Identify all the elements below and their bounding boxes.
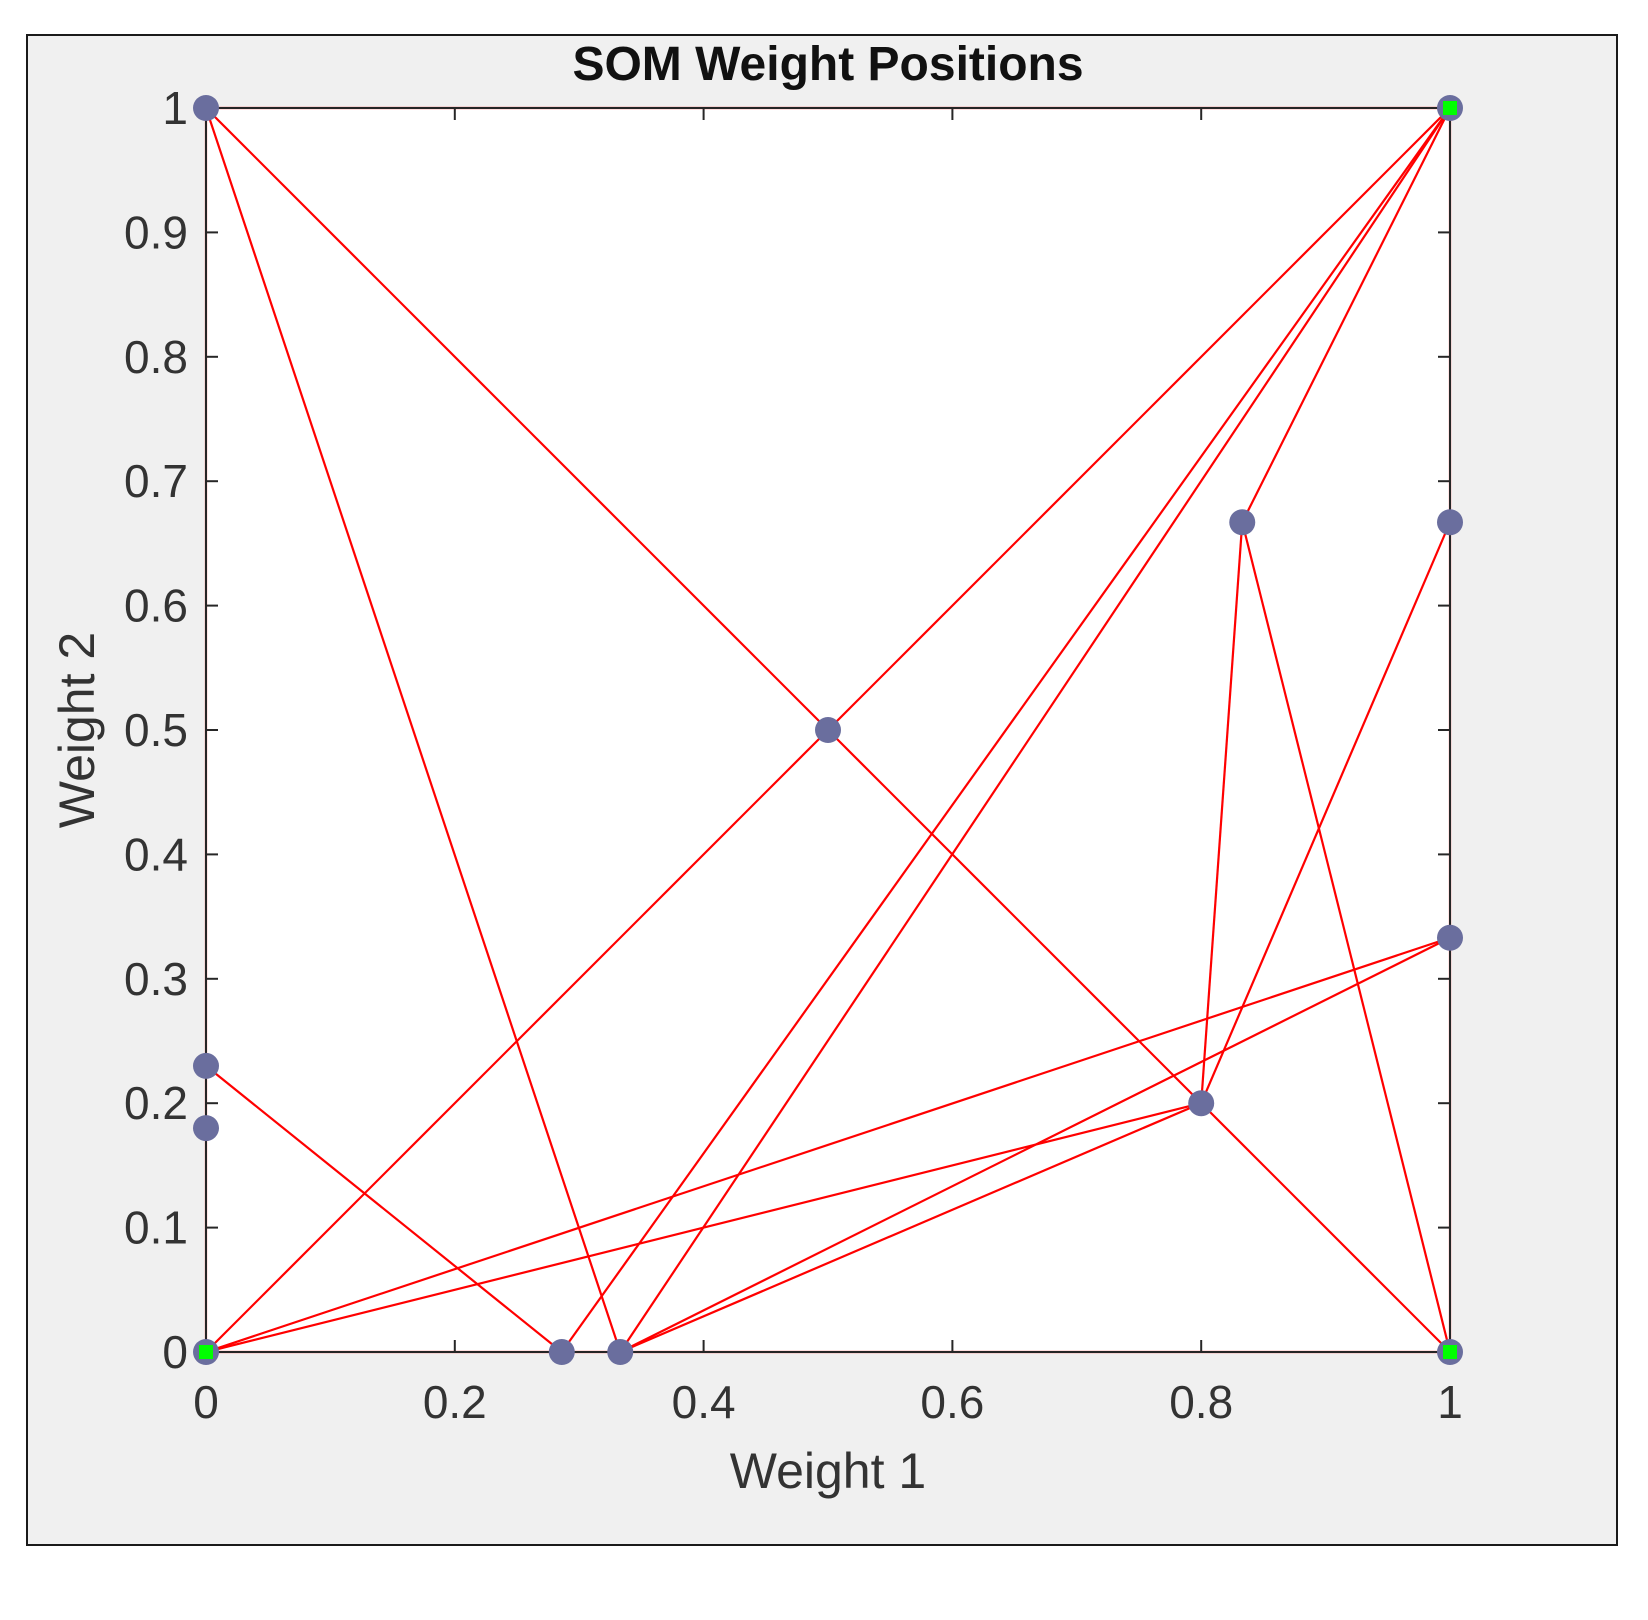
figure-window: 0 0.2 0.4 0.6 0.8 1 0 0.1 0.2 0.3 0.4 0.5 0.6 0.7 0.8 0… [26, 34, 1618, 1546]
neuron-point [1437, 924, 1463, 951]
connection-line [1200, 522, 1244, 1104]
x-tick-label: 0.6 [920, 1376, 984, 1428]
neuron-point [1437, 509, 1463, 536]
neuron-point [1188, 1090, 1215, 1117]
y-tick-label: 0.2 [124, 1077, 188, 1129]
connection-line [619, 107, 1451, 1353]
connection-line [205, 1065, 563, 1353]
x-tick-label: 0 [193, 1376, 219, 1428]
neuron-point [1229, 509, 1256, 536]
connection-line [619, 936, 1451, 1353]
y-tick-label: 0.6 [124, 580, 188, 632]
som-weight-chart: 0 0.2 0.4 0.6 0.8 1 0 0.1 0.2 0.3 0.4 0.5 0.6 0.7 0.8 0… [49, 38, 1463, 1499]
y-tick-label: 0 [162, 1326, 188, 1378]
neuron-point [548, 1339, 575, 1365]
axis-tick-labels: 0 0.2 0.4 0.6 0.8 1 0 0.1 0.2 0.3 0.4 0.5 0.6 0.7 0.8 0… [124, 82, 1463, 1428]
y-tick-label: 0.3 [124, 953, 188, 1005]
connection-line [619, 1102, 1202, 1354]
highlight-marker [1443, 101, 1457, 115]
x-tick-label: 0.8 [1169, 1376, 1233, 1428]
connection-line [205, 936, 1451, 1354]
neuron-point [607, 1339, 634, 1365]
x-axis-title: Weight 1 [730, 1443, 926, 1499]
y-tick-label: 0.1 [124, 1202, 188, 1254]
x-tick-label: 0.4 [672, 1376, 736, 1428]
connection-line [1241, 521, 1452, 1353]
y-tick-label: 0.7 [124, 455, 188, 507]
highlight-marker [1443, 1345, 1457, 1359]
y-tick-label: 0.8 [124, 331, 188, 383]
connection-line [205, 107, 829, 731]
y-tick-label: 0.9 [124, 206, 188, 258]
y-tick-label: 0.4 [124, 828, 188, 880]
neuron-point [193, 95, 219, 121]
connection-line [560, 107, 1451, 1353]
neuron-point [193, 1115, 219, 1142]
highlight-marker [199, 1345, 213, 1359]
y-axis-title: Weight 2 [49, 632, 105, 828]
connection-line [827, 107, 1451, 731]
neuron-points [193, 95, 1463, 1365]
connection-line [1241, 107, 1451, 523]
neuron-point [815, 717, 841, 743]
y-tick-label: 0.5 [124, 704, 188, 756]
x-tick-label: 1 [1437, 1376, 1463, 1428]
connection-line [204, 107, 622, 1353]
chart-title: SOM Weight Positions [572, 38, 1083, 91]
neuron-point [193, 1052, 219, 1079]
x-tick-label: 0.2 [423, 1376, 487, 1428]
y-tick-label: 1 [162, 82, 188, 134]
